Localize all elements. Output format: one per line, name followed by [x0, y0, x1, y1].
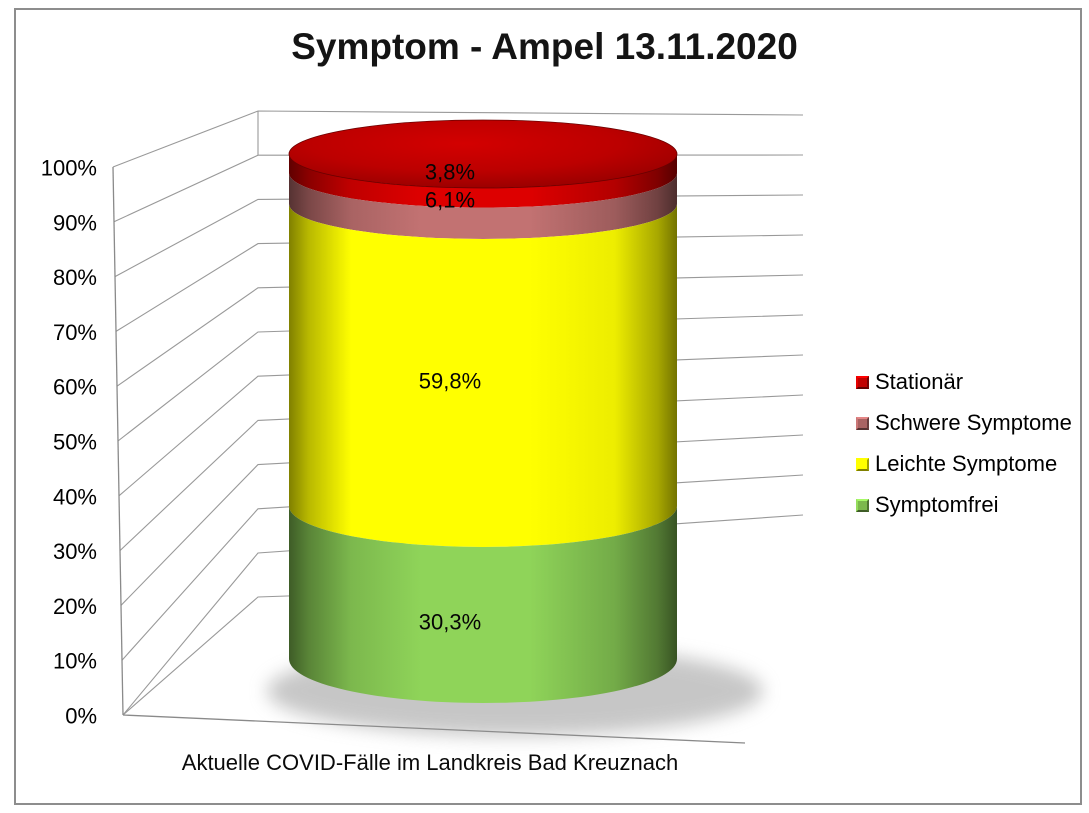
- data-label: 59,8%: [419, 369, 481, 394]
- legend-label: Schwere Symptome: [875, 410, 1072, 435]
- chart-border-frame: [14, 8, 1082, 805]
- legend-marker-icon: [856, 375, 869, 389]
- y-tick-label: 40%: [53, 484, 97, 509]
- y-tick-label: 0%: [65, 704, 97, 729]
- legend-item: Symptomfrei: [856, 492, 1072, 518]
- legend: Stationär Schwere Symptome Leichte Symptom…: [856, 369, 1072, 533]
- y-tick-label: 10%: [53, 649, 97, 674]
- legend-marker-icon: [856, 498, 869, 512]
- legend-item: Schwere Symptome: [856, 410, 1072, 436]
- y-axis-line: [112, 166, 124, 716]
- y-tick-label: 100%: [41, 156, 97, 181]
- data-label: 30,3%: [419, 610, 481, 635]
- legend-label: Symptomfrei: [875, 492, 999, 517]
- y-tick-label: 20%: [53, 594, 97, 619]
- y-tick-label: 90%: [53, 210, 97, 235]
- legend-marker-icon: [856, 416, 869, 430]
- cylinder-top-cap: [288, 119, 678, 189]
- legend-label: Stationär: [875, 369, 964, 394]
- data-label: 3,8%: [425, 160, 475, 185]
- y-tick-label: 80%: [53, 265, 97, 290]
- chart-title: Symptom - Ampel 13.11.2020: [291, 26, 798, 67]
- y-tick-label: 70%: [53, 320, 97, 345]
- y-tick-label: 50%: [53, 430, 97, 455]
- legend-item: Stationär: [856, 369, 1072, 395]
- y-tick-label: 60%: [53, 375, 97, 400]
- data-label: 6,1%: [425, 188, 475, 213]
- legend-marker-icon: [856, 457, 869, 471]
- category-axis-label: Aktuelle COVID-Fälle im Landkreis Bad Kr…: [181, 750, 679, 775]
- y-tick-label: 30%: [53, 539, 97, 564]
- cylinder-segment-1: [289, 154, 677, 208]
- cylinder-segment-3: [289, 203, 677, 547]
- cylinder-segment-4: [289, 505, 677, 703]
- legend-label: Leichte Symptome: [875, 451, 1058, 476]
- legend-item: Leichte Symptome: [856, 451, 1072, 477]
- cylinder-segment-2: [289, 173, 677, 239]
